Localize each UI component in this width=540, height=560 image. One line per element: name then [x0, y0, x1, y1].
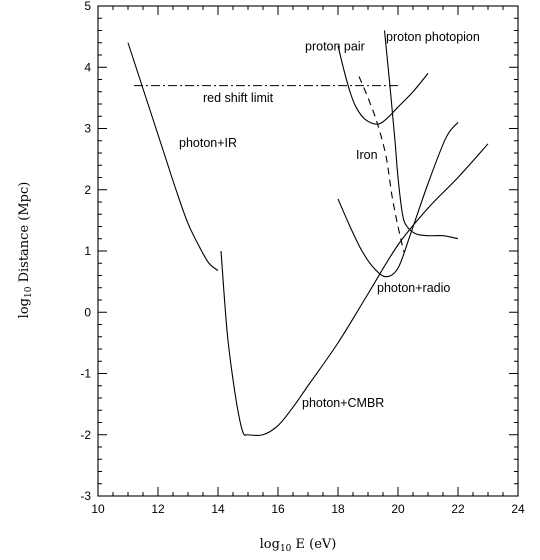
annotation-photon-cmbr: photon+CMBR	[302, 396, 384, 410]
y-tick-label: 2	[84, 183, 91, 197]
curve-annotations: photon+IR photon+CMBR photon+radio proton p…	[179, 30, 480, 410]
y-tick-label: -2	[80, 428, 91, 442]
x-tick-label: 24	[511, 502, 525, 516]
annotation-red-shift-limit: red shift limit	[203, 91, 274, 105]
x-axis-title-main: log	[260, 537, 280, 552]
y-tick-label: 3	[84, 122, 91, 136]
series-photon-cmbr-line	[220, 143, 489, 437]
series-photon-ir-line	[127, 42, 219, 272]
plot-frame	[97, 5, 519, 497]
y-tick-label: 5	[84, 0, 91, 13]
y-tick-label: -1	[80, 367, 91, 381]
y-tick-label: -3	[80, 489, 91, 503]
annotation-iron: Iron	[356, 148, 378, 162]
y-axis-title-main: log	[17, 298, 32, 318]
x-tick-label: 18	[331, 502, 345, 516]
x-tick-label: 22	[451, 502, 465, 516]
x-tick-label: 14	[211, 502, 225, 516]
series-iron-line	[358, 76, 405, 253]
x-axis-title: log10 E (eV)	[260, 537, 337, 554]
annotation-proton-photopion: proton photopion	[386, 30, 480, 44]
y-axis-title-tail: Distance (Mpc)	[17, 182, 32, 287]
x-tick-label: 10	[91, 502, 105, 516]
annotation-photon-ir: photon+IR	[179, 136, 237, 150]
y-tick-label: 0	[84, 305, 91, 319]
x-axis-title-sub: 10	[280, 544, 292, 554]
y-tick-label: 1	[84, 244, 91, 258]
data-curves	[127, 30, 489, 437]
x-tick-label: 20	[391, 502, 405, 516]
axis-ticks	[97, 5, 519, 497]
series-proton-pair-line	[337, 45, 429, 125]
series-photon-radio-line	[337, 122, 459, 278]
annotation-photon-radio: photon+radio	[377, 281, 450, 295]
x-tick-label: 12	[151, 502, 165, 516]
x-axis-title-tail: E (eV)	[291, 537, 336, 552]
annotation-proton-pair: proton pair	[305, 40, 365, 54]
y-tick-label: 4	[84, 60, 91, 74]
x-tick-label: 16	[271, 502, 285, 516]
y-axis-title: log10 Distance (Mpc)	[17, 182, 34, 319]
y-axis-title-sub: 10	[24, 286, 34, 298]
series-proton-photopion-line	[383, 30, 459, 240]
